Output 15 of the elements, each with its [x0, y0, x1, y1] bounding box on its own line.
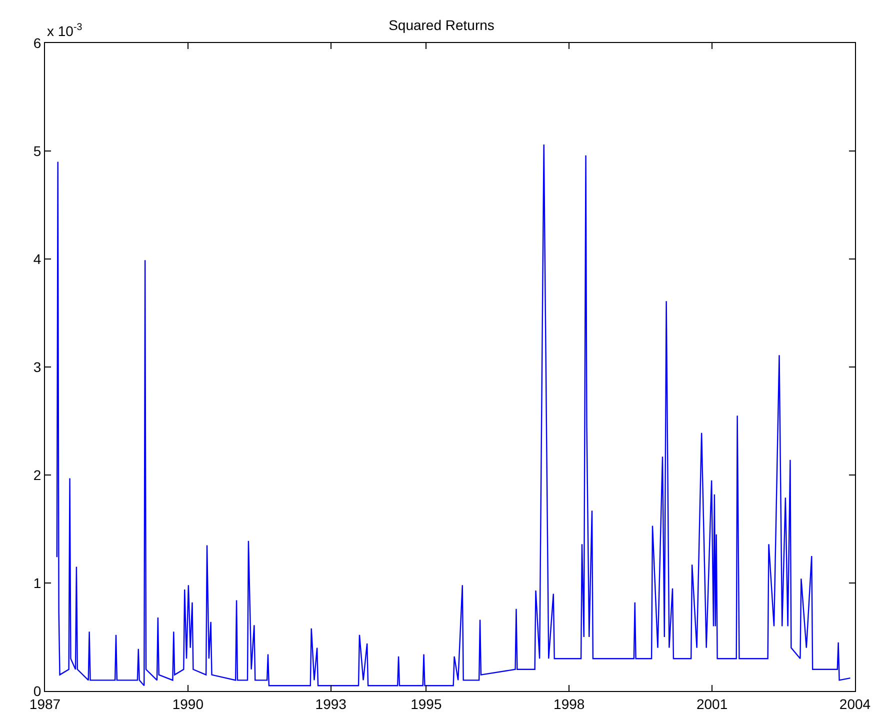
y-tick-label: 2	[33, 466, 42, 483]
y-tick-label: 4	[33, 250, 42, 267]
y-tick-label: 6	[33, 34, 42, 51]
y-tick-label: 1	[33, 574, 42, 591]
x-tick-label: 1990	[172, 696, 204, 712]
x-tick-label: 1995	[410, 696, 442, 712]
x-tick-label: 1998	[554, 696, 585, 712]
text: x 10$^{-3}$	[47, 22, 83, 39]
chart-title: Squared Returns	[388, 17, 494, 33]
y-tick-label: 5	[33, 142, 42, 159]
line-series	[56, 144, 851, 686]
y-tick-label: 3	[33, 358, 42, 375]
x-tick-label: 2004	[839, 696, 871, 712]
x-tick-label: 2001	[696, 696, 728, 712]
x-tick-label: 1993	[315, 696, 347, 712]
